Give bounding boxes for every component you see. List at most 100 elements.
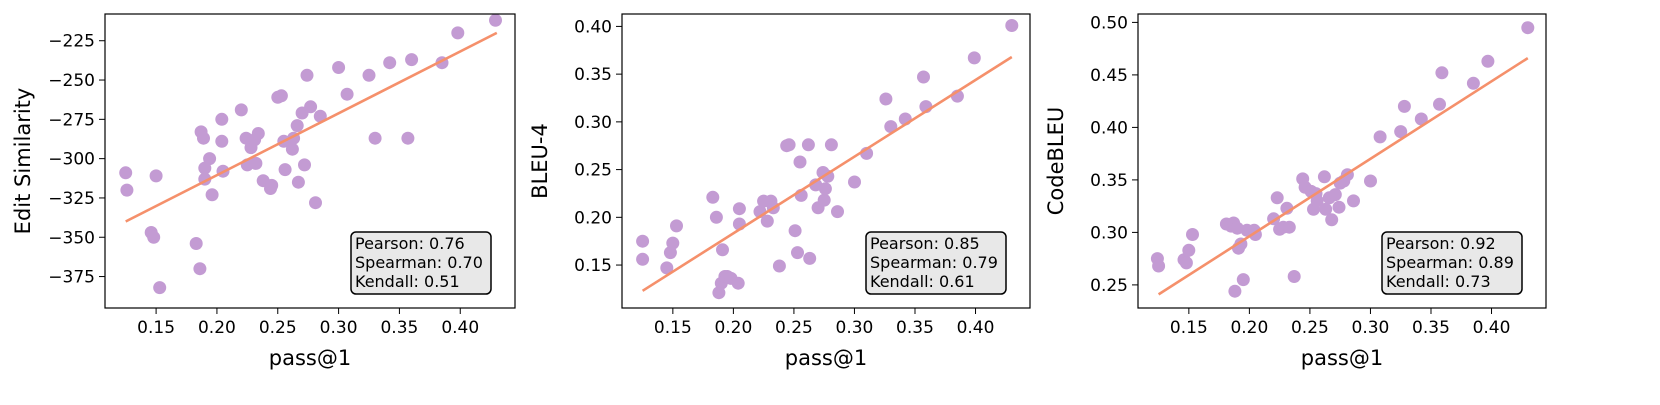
data-point (636, 234, 650, 248)
panel-edit-similarity: 0.15 0.20 0.25 0.30 0.35 0.40 −375 −350 −325 −300… (11, 13, 516, 370)
data-point (1481, 54, 1495, 68)
x-tick-label: 0.40 (957, 318, 995, 338)
data-point (290, 119, 304, 133)
y-tick-label: −375 (48, 268, 95, 288)
x-tick-label: 0.20 (1230, 318, 1268, 338)
x-tick-label: 0.25 (775, 318, 813, 338)
y-tick-label: 0.20 (574, 208, 612, 228)
y-tick-label: 0.35 (1090, 171, 1128, 191)
data-point (1319, 202, 1333, 216)
data-point (967, 51, 981, 65)
data-point (205, 188, 219, 202)
y-axis-label: Edit Similarity (11, 88, 35, 235)
stats-line: Kendall: 0.73 (1386, 272, 1491, 291)
stats-line: Pearson: 0.76 (355, 234, 465, 253)
stats-box (1381, 231, 1523, 295)
x-tick-label: 0.30 (836, 318, 874, 338)
data-point (793, 155, 807, 169)
x-tick-label: 0.25 (1291, 318, 1329, 338)
data-point (234, 103, 248, 117)
data-point (405, 53, 419, 67)
data-point (1179, 256, 1193, 270)
stats-line: Pearson: 0.92 (1386, 234, 1496, 253)
x-axis-label: pass@1 (269, 346, 351, 370)
x-tick-label: 0.15 (654, 318, 692, 338)
data-point (332, 61, 346, 74)
y-tick-label: 0.30 (574, 113, 612, 133)
y-tick-label: −275 (48, 110, 95, 130)
data-point (848, 175, 861, 189)
regression-line (641, 55, 1013, 292)
data-point (1332, 200, 1346, 214)
y-tick-label: 0.35 (574, 65, 612, 85)
data-point (149, 169, 163, 183)
y-tick-label: 0.50 (1090, 13, 1128, 33)
data-point (291, 175, 305, 189)
data-point (791, 246, 804, 260)
data-point (265, 178, 279, 192)
data-point (401, 131, 415, 145)
x-tick-label: 0.15 (1170, 318, 1208, 338)
y-tick-label: −250 (48, 71, 95, 91)
data-point (1397, 99, 1411, 113)
x-tick-label: 0.30 (320, 318, 358, 338)
data-point (120, 183, 134, 197)
y-axis-label: CodeBLEU (1044, 107, 1068, 216)
data-point (313, 109, 327, 123)
data-point (636, 252, 650, 266)
data-point (249, 156, 263, 170)
data-point (119, 166, 133, 180)
data-point (278, 163, 292, 177)
data-point (298, 158, 311, 172)
x-tick-label: 0.15 (137, 318, 175, 338)
y-tick-label: 0.40 (1090, 118, 1128, 138)
data-point (803, 251, 817, 265)
data-point (782, 138, 796, 152)
data-point (1414, 112, 1428, 126)
data-point (1282, 220, 1296, 234)
data-point (1236, 273, 1250, 287)
x-tick-label: 0.35 (896, 318, 934, 338)
data-point (489, 13, 502, 27)
y-axis-label: BLEU-4 (528, 123, 552, 199)
data-point (760, 214, 774, 228)
y-tick-label: −225 (48, 32, 95, 52)
stats-box (350, 231, 492, 295)
axes-frame (1137, 13, 1547, 309)
panel-codebleu: 0.15 0.20 0.25 0.30 0.35 0.40 0.25 0.30 0.35 0.40… (1044, 13, 1547, 370)
data-point (831, 205, 844, 219)
regression-line (1157, 57, 1529, 296)
data-point (884, 120, 898, 134)
data-point (1325, 213, 1339, 227)
data-point (1230, 221, 1244, 235)
data-point (879, 92, 893, 106)
data-point (817, 193, 831, 207)
y-tick-label: −325 (48, 189, 95, 209)
data-point (215, 112, 229, 126)
stats-line: Spearman: 0.70 (355, 253, 483, 272)
x-tick-label: 0.40 (441, 318, 479, 338)
data-point (1435, 66, 1449, 80)
data-point (309, 196, 322, 210)
x-tick-label: 0.35 (380, 318, 418, 338)
data-point (215, 134, 229, 148)
data-point (153, 281, 167, 295)
data-point (285, 142, 299, 156)
y-tick-label: −350 (48, 228, 95, 248)
data-point (300, 68, 314, 82)
stats-line: Spearman: 0.89 (1386, 253, 1514, 272)
stats-box (865, 231, 1007, 295)
x-tick-label: 0.40 (1473, 318, 1511, 338)
data-point (1005, 19, 1019, 32)
y-tick-label: −300 (48, 150, 95, 170)
stats-line: Kendall: 0.61 (870, 272, 975, 291)
y-tick-label: 0.45 (1090, 66, 1128, 86)
regression-line (125, 31, 498, 223)
data-point (824, 138, 838, 152)
data-point (1394, 125, 1408, 139)
x-tick-label: 0.30 (1352, 318, 1390, 338)
data-point (666, 236, 680, 250)
y-tick-label: 0.25 (574, 161, 612, 181)
data-point (1270, 191, 1284, 205)
